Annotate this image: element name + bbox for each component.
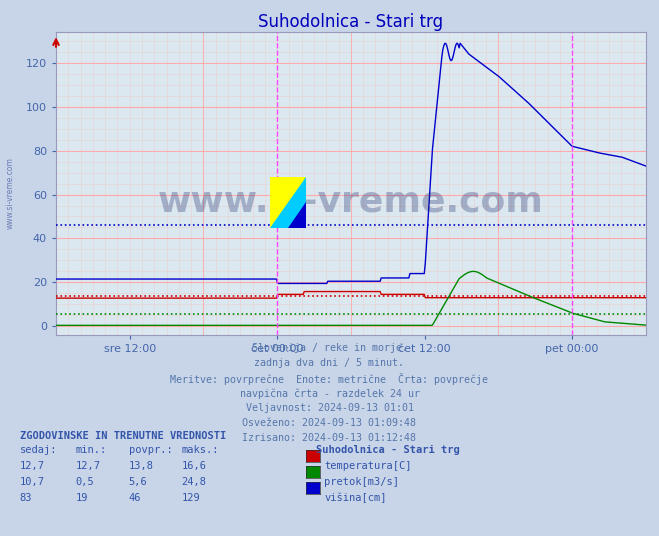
Text: 5,6: 5,6 [129, 477, 147, 487]
Text: 19: 19 [76, 493, 88, 503]
Text: 129: 129 [181, 493, 200, 503]
Text: navpična črta - razdelek 24 ur: navpična črta - razdelek 24 ur [239, 388, 420, 399]
Text: 12,7: 12,7 [76, 461, 101, 471]
Text: sedaj:: sedaj: [20, 445, 57, 455]
Text: maks.:: maks.: [181, 445, 219, 455]
Text: 10,7: 10,7 [20, 477, 45, 487]
Text: www.si-vreme.com: www.si-vreme.com [5, 157, 14, 229]
Polygon shape [270, 177, 306, 228]
Text: 13,8: 13,8 [129, 461, 154, 471]
Polygon shape [289, 203, 306, 228]
Text: Veljavnost: 2024-09-13 01:01: Veljavnost: 2024-09-13 01:01 [246, 403, 413, 413]
Text: Slovenija / reke in morje.: Slovenija / reke in morje. [252, 343, 407, 353]
Text: 24,8: 24,8 [181, 477, 206, 487]
Text: temperatura[C]: temperatura[C] [324, 461, 412, 471]
Text: povpr.:: povpr.: [129, 445, 172, 455]
Text: 46: 46 [129, 493, 141, 503]
Text: 0,5: 0,5 [76, 477, 94, 487]
Text: ZGODOVINSKE IN TRENUTNE VREDNOSTI: ZGODOVINSKE IN TRENUTNE VREDNOSTI [20, 431, 226, 442]
Text: pretok[m3/s]: pretok[m3/s] [324, 477, 399, 487]
Text: 16,6: 16,6 [181, 461, 206, 471]
Text: zadnja dva dni / 5 minut.: zadnja dva dni / 5 minut. [254, 358, 405, 368]
Text: 12,7: 12,7 [20, 461, 45, 471]
Text: Izrisano: 2024-09-13 01:12:48: Izrisano: 2024-09-13 01:12:48 [243, 433, 416, 443]
Title: Suhodolnica - Stari trg: Suhodolnica - Stari trg [258, 13, 444, 31]
Text: min.:: min.: [76, 445, 107, 455]
Text: Suhodolnica - Stari trg: Suhodolnica - Stari trg [316, 445, 460, 455]
Text: višina[cm]: višina[cm] [324, 493, 387, 503]
Text: Osveženo: 2024-09-13 01:09:48: Osveženo: 2024-09-13 01:09:48 [243, 418, 416, 428]
Text: www.si-vreme.com: www.si-vreme.com [158, 185, 544, 219]
Polygon shape [270, 177, 306, 228]
Text: Meritve: povrprečne  Enote: metrične  Črta: povprečje: Meritve: povrprečne Enote: metrične Črta… [171, 373, 488, 385]
Text: 83: 83 [20, 493, 32, 503]
